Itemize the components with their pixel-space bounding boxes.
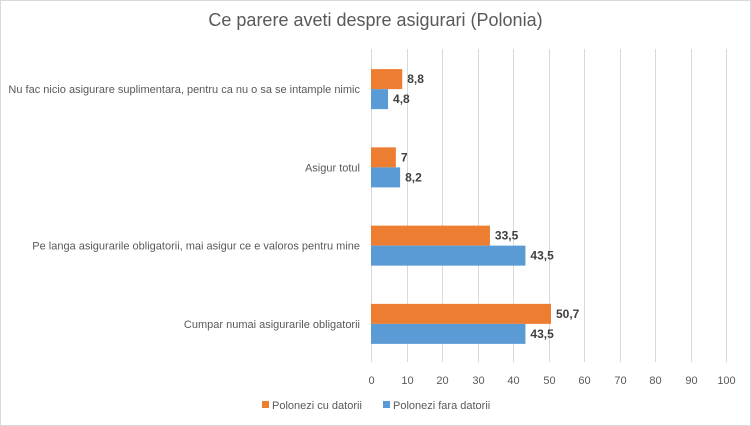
data-label: 8,2: [405, 170, 422, 184]
x-tick-label: 90: [685, 375, 697, 387]
category-label: Cumpar numai asigurarile obligatorii: [184, 319, 360, 331]
bar-cu-datorii: [371, 69, 403, 90]
x-tick-label: 40: [507, 375, 519, 387]
category-label: Asigur totul: [305, 162, 360, 174]
bar-fara-datorii: [371, 167, 401, 188]
bar-fara-datorii: [371, 323, 526, 344]
category-label: Nu fac nicio asigurare suplimentara, pen…: [8, 84, 360, 96]
bar-cu-datorii: [371, 225, 490, 246]
data-label: 43,5: [530, 327, 554, 341]
x-tick-label: 20: [436, 375, 448, 387]
x-tick-label: 60: [578, 375, 590, 387]
data-label: 50,7: [556, 307, 580, 321]
bars: [371, 69, 551, 344]
bar-fara-datorii: [371, 89, 389, 110]
data-label: 8,8: [407, 72, 424, 86]
category-labels: Nu fac nicio asigurare suplimentara, pen…: [8, 84, 360, 331]
x-tick-label: 0: [368, 375, 374, 387]
data-labels: 8,84,878,233,543,550,743,5: [393, 72, 580, 341]
legend: Polonezi cu datorii Polonezi fara datorii: [262, 400, 490, 412]
chart-title: Ce parere aveti despre asigurari (Poloni…: [208, 10, 543, 30]
x-tick-label: 100: [717, 375, 735, 387]
x-tick-label: 80: [649, 375, 661, 387]
data-label: 33,5: [495, 229, 519, 243]
bar-cu-datorii: [371, 303, 551, 324]
x-tick-label: 10: [401, 375, 413, 387]
bar-fara-datorii: [371, 245, 526, 266]
x-tick-label: 50: [543, 375, 555, 387]
data-label: 4,8: [393, 92, 410, 106]
legend-swatch: [383, 401, 390, 408]
data-label: 7: [401, 150, 408, 164]
x-tick-labels: 0 10 20 30 40 50 60 70 80 90 100: [368, 375, 735, 387]
x-tick-label: 30: [472, 375, 484, 387]
data-label: 43,5: [530, 249, 554, 263]
bar-cu-datorii: [371, 147, 396, 168]
category-label: Pe langa asigurarile obligatorii, mai as…: [32, 241, 360, 253]
legend-label: Polonezi fara datorii: [393, 400, 490, 412]
x-tick-label: 70: [614, 375, 626, 387]
legend-label: Polonezi cu datorii: [272, 400, 362, 412]
legend-swatch: [262, 401, 269, 408]
